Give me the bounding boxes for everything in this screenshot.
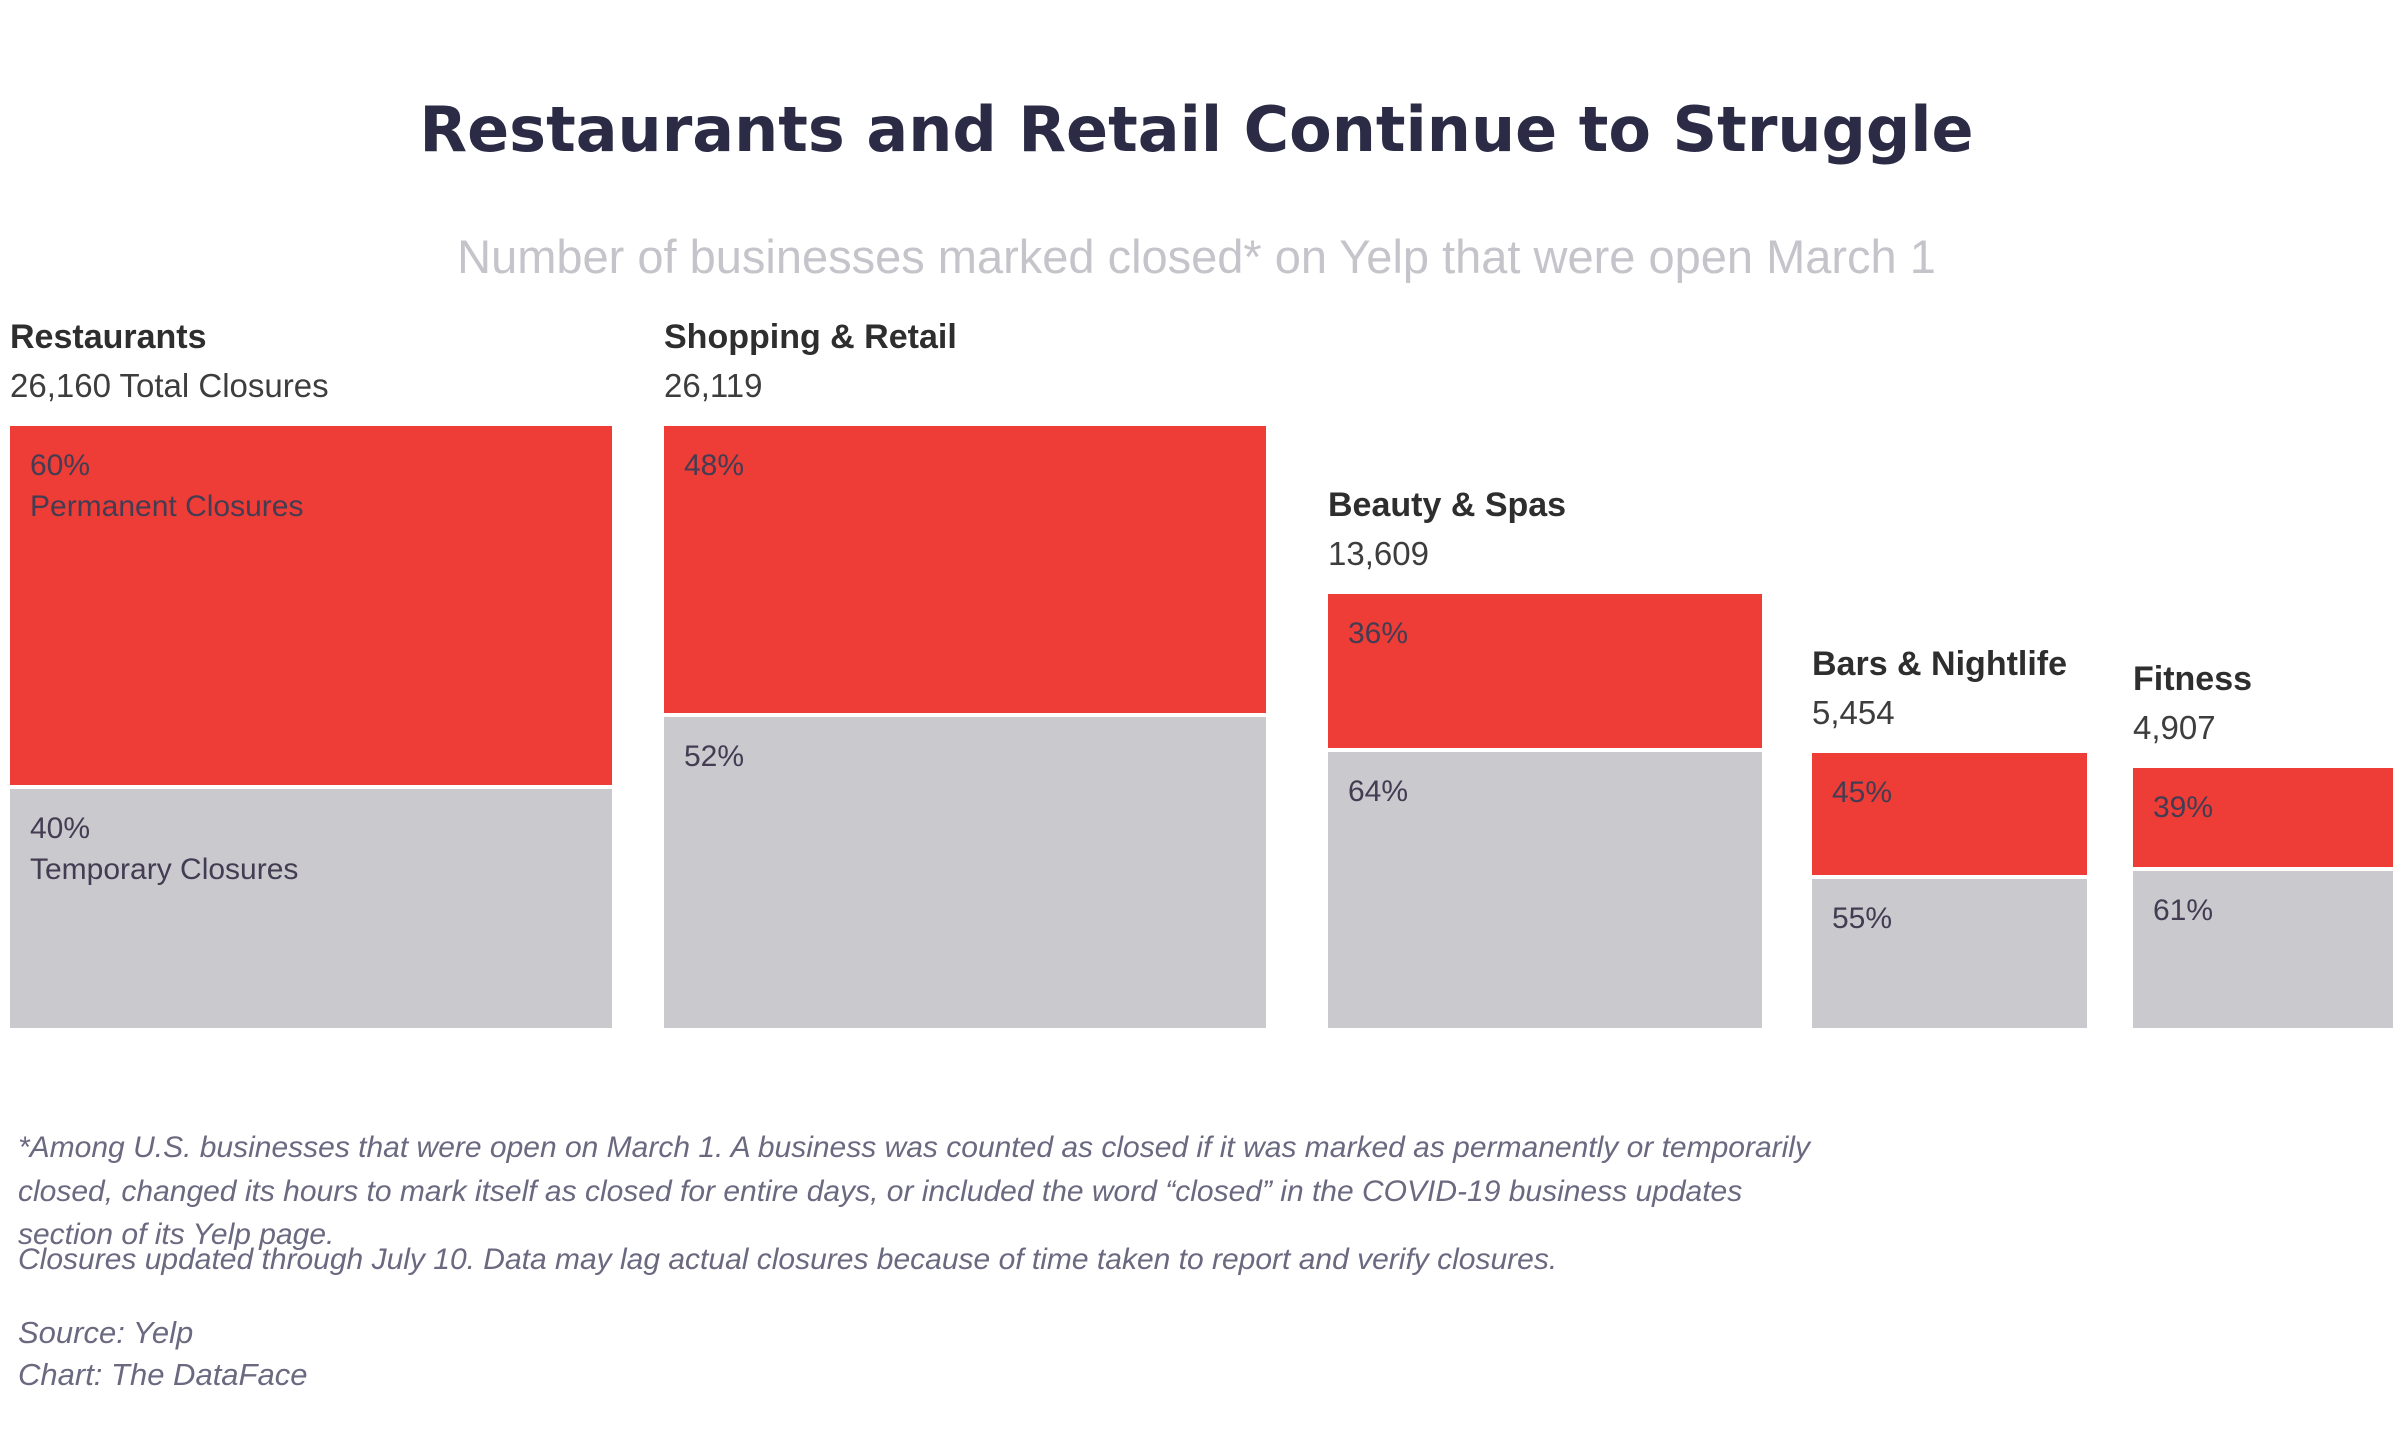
permanent-closures-segment: 48% xyxy=(664,426,1266,713)
category-name: Beauty & Spas xyxy=(1328,485,1567,524)
permanent-pct-label: 45% xyxy=(1832,776,1893,809)
category-name: Bars & Nightlife xyxy=(1812,644,2068,683)
temporary-sublabel: Temporary Closures xyxy=(30,853,299,887)
category-name: Shopping & Retail xyxy=(664,317,957,356)
category-name: Restaurants xyxy=(10,317,207,356)
category-beauty-spas: Beauty & Spas 13,609 36% 64% xyxy=(1328,483,1762,1028)
category-restaurants: Restaurants 26,160 Total Closures 60% Pe… xyxy=(10,315,612,1028)
temporary-pct-label: 52% xyxy=(684,739,745,773)
category-bar: 36% 64% xyxy=(1328,594,1762,1028)
permanent-pct-label: 48% xyxy=(684,449,745,482)
permanent-closures-segment: 45% xyxy=(1812,753,2087,875)
temporary-closures-segment: 55% xyxy=(1812,878,2087,1028)
temporary-closures-segment: 52% xyxy=(664,716,1266,1028)
permanent-closures-segment: 60% Permanent Closures xyxy=(10,426,612,786)
temporary-pct-label: 40% xyxy=(30,812,91,846)
footnote-definition: *Among U.S. businesses that were open on… xyxy=(18,1131,1810,1251)
category-header: Shopping & Retail 26,119 xyxy=(664,315,1266,408)
category-bar: 60% Permanent Closures 40% Temporary Clo… xyxy=(10,426,612,1028)
category-name: Fitness xyxy=(2133,659,2253,698)
category-total: 26,119 xyxy=(664,367,763,405)
temporary-pct-label: 61% xyxy=(2153,894,2214,928)
category-total: 5,454 xyxy=(1812,694,1895,732)
temporary-closures-segment: 61% xyxy=(2133,871,2393,1028)
temporary-pct-label: 64% xyxy=(1348,775,1409,809)
category-bar: 48% 52% xyxy=(664,426,1266,1028)
permanent-pct-label: 36% xyxy=(1348,617,1409,650)
permanent-pct-label: 39% xyxy=(2153,791,2214,824)
permanent-pct-label: 60% xyxy=(30,449,91,482)
footnote-update: Closures updated through July 10. Data m… xyxy=(18,1243,1558,1276)
chart-credit-line: Chart: The DataFace xyxy=(18,1356,308,1392)
category-header: Beauty & Spas 13,609 xyxy=(1328,483,1762,576)
temporary-closures-segment: 64% xyxy=(1328,752,1762,1028)
category-shopping-retail: Shopping & Retail 26,119 48% 52% xyxy=(664,315,1266,1028)
chart-subtitle: Number of businesses marked closed* on Y… xyxy=(457,230,1936,283)
temporary-closures-segment: 40% Temporary Closures xyxy=(10,789,612,1028)
permanent-closures-segment: 39% xyxy=(2133,768,2393,868)
permanent-closures-segment: 36% xyxy=(1328,594,1762,749)
category-bar: 39% 61% xyxy=(2133,768,2393,1028)
category-bar: 45% 55% xyxy=(1812,753,2087,1028)
category-total: 26,160 Total Closures xyxy=(10,367,329,405)
chart-title: Restaurants and Retail Continue to Strug… xyxy=(419,92,1974,166)
category-header: Fitness 4,907 xyxy=(2133,657,2393,750)
temporary-pct-label: 55% xyxy=(1832,901,1893,935)
permanent-sublabel: Permanent Closures xyxy=(30,490,304,523)
category-fitness: Fitness 4,907 39% 61% xyxy=(2133,657,2393,1028)
source-credit: Source: Yelp Chart: The DataFace xyxy=(18,1312,307,1396)
category-header: Bars & Nightlife 5,454 xyxy=(1812,642,2087,735)
category-header: Restaurants 26,160 Total Closures xyxy=(10,315,612,408)
category-total: 13,609 xyxy=(1328,535,1429,573)
source-line: Source: Yelp xyxy=(18,1315,194,1350)
category-total: 4,907 xyxy=(2133,709,2216,747)
category-bars-nightlife: Bars & Nightlife 5,454 45% 55% xyxy=(1812,642,2087,1028)
